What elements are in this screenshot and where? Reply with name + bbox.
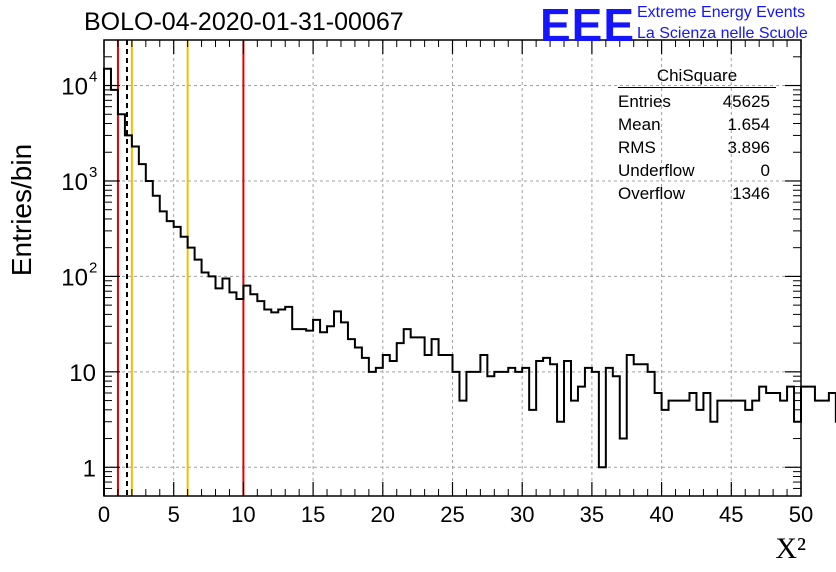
stats-label: RMS xyxy=(618,138,656,157)
histogram-line xyxy=(103,67,836,496)
stats-label: Underflow xyxy=(618,161,695,180)
stats-value: 1.654 xyxy=(727,115,770,134)
x-tick-label: 0 xyxy=(98,502,110,527)
stats-value: 3.896 xyxy=(727,138,770,157)
x-tick-label: 20 xyxy=(371,502,395,527)
chart-title: BOLO-04-2020-01-31-00067 xyxy=(84,8,404,36)
stats-row-mean: Mean 1.654 xyxy=(612,113,778,136)
y-axis-label-box: Entries/bin xyxy=(4,110,40,310)
y-tick-exponent: 4 xyxy=(89,69,97,86)
x-tick-label: 45 xyxy=(719,502,743,527)
x-tick-label: 50 xyxy=(789,502,813,527)
stats-title: ChiSquare xyxy=(618,66,776,88)
stats-value: 0 xyxy=(760,161,770,180)
x-tick-label: 25 xyxy=(440,502,464,527)
y-tick-label: 1 xyxy=(83,455,96,482)
stats-row-underflow: Underflow 0 xyxy=(612,159,778,182)
x-axis-label: X² xyxy=(775,532,806,565)
stats-box: ChiSquare Entries 45625 Mean 1.654 RMS 3… xyxy=(612,66,778,205)
y-axis-label: Entries/bin xyxy=(6,143,37,277)
eee-logo: EEE xyxy=(540,0,636,51)
y-tick-label: 10 xyxy=(69,360,96,387)
stats-label: Overflow xyxy=(618,184,686,203)
logo-line-2: La Scienza nelle Scuole xyxy=(637,25,808,42)
x-tick-label: 40 xyxy=(649,502,673,527)
stats-row-rms: RMS 3.896 xyxy=(612,136,778,159)
stats-label: Entries xyxy=(618,92,671,111)
x-tick-label: 5 xyxy=(168,502,180,527)
y-tick-exponent: 2 xyxy=(89,259,97,276)
stats-row-overflow: Overflow 1346 xyxy=(612,182,778,205)
y-tick-label: 10 xyxy=(61,169,88,196)
stats-value: 1346 xyxy=(732,184,770,203)
marker-lines xyxy=(116,40,245,496)
y-tick-exponent: 3 xyxy=(89,164,97,181)
x-tick-label: 15 xyxy=(301,502,325,527)
y-tick-label: 10 xyxy=(61,264,88,291)
stats-value: 45625 xyxy=(722,92,770,111)
y-tick-label: 10 xyxy=(61,74,88,101)
x-tick-label: 35 xyxy=(580,502,604,527)
stats-row-entries: Entries 45625 xyxy=(612,90,778,113)
stats-label: Mean xyxy=(618,115,661,134)
x-tick-label: 10 xyxy=(231,502,255,527)
logo-line-1: Extreme Energy Events xyxy=(637,4,806,21)
x-tick-label: 30 xyxy=(510,502,534,527)
